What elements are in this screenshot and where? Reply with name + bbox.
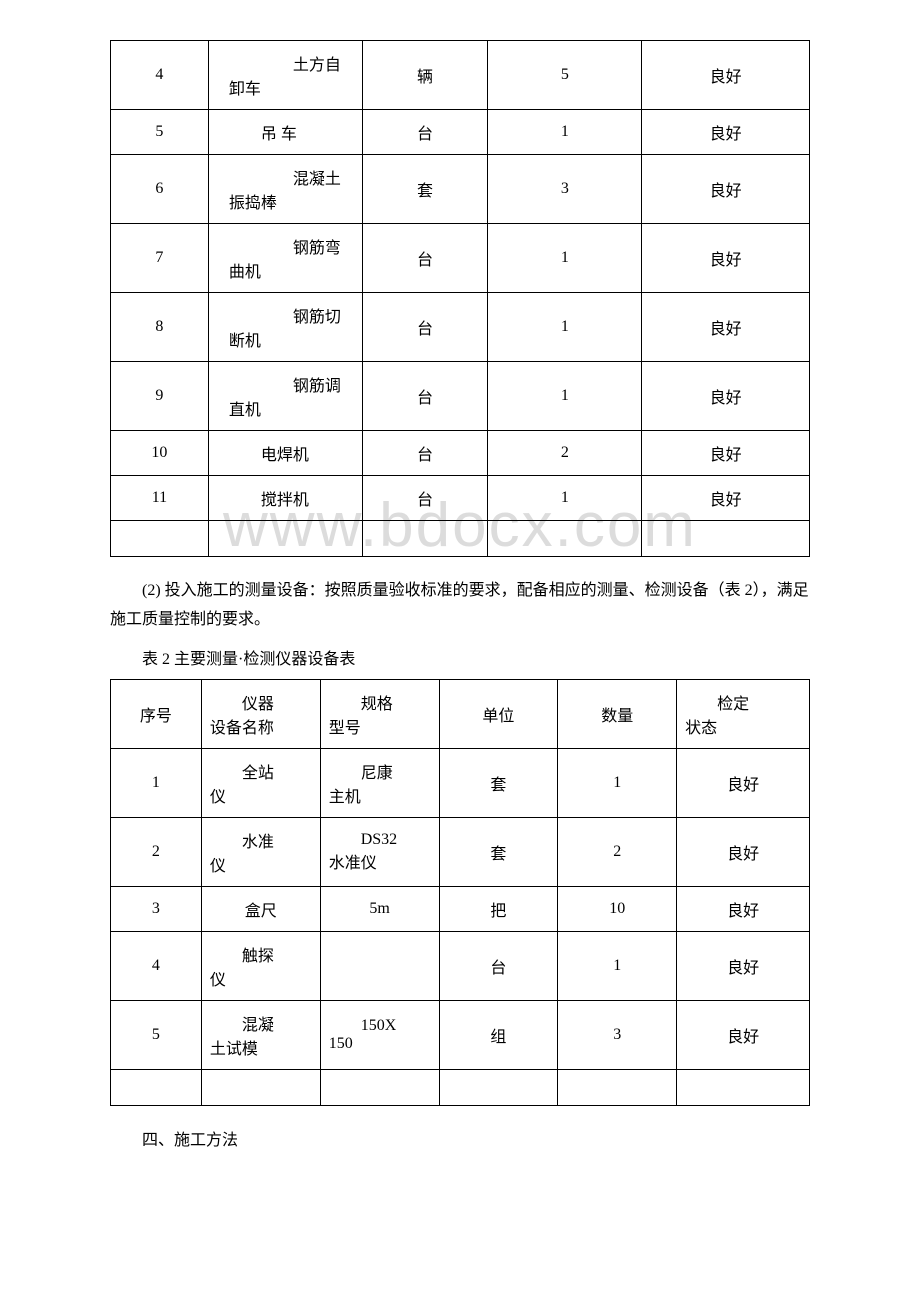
cell-status: 良好 xyxy=(642,155,810,224)
cell-status: 良好 xyxy=(677,931,810,1000)
cell-status: 良好 xyxy=(677,748,810,817)
th-seq: 序号 xyxy=(111,679,202,748)
th-status: 检定状态 xyxy=(677,679,810,748)
table2-caption: 表 2 主要测量·检测仪器设备表 xyxy=(110,645,810,669)
table-row: 3盒尺5m把10良好 xyxy=(111,886,810,931)
th-device-name: 仪器设备名称 xyxy=(201,679,320,748)
cell-spec: 5m xyxy=(320,886,439,931)
cell-unit: 台 xyxy=(362,362,488,431)
table-row: 11搅拌机台1良好 xyxy=(111,476,810,521)
table-row: 1全站仪尼康主机套1良好 xyxy=(111,748,810,817)
table-row: 2水准仪DS32水准仪套2良好 xyxy=(111,817,810,886)
cell-status: 良好 xyxy=(677,886,810,931)
table-row: 4触探仪 台1良好 xyxy=(111,931,810,1000)
cell-status: 良好 xyxy=(642,293,810,362)
table-row: 9钢筋调直机台1良好 xyxy=(111,362,810,431)
table-row: 4土方自卸车辆5良好 xyxy=(111,41,810,110)
cell-no: 4 xyxy=(111,931,202,1000)
cell-status: 良好 xyxy=(642,224,810,293)
cell-qty: 1 xyxy=(488,293,642,362)
table-row: 5混凝土试模150X150组3良好 xyxy=(111,1000,810,1069)
table-row: 6混凝土振捣棒套3良好 xyxy=(111,155,810,224)
document-content: 4土方自卸车辆5良好5吊 车台1良好6混凝土振捣棒套3良好7钢筋弯曲机台1良好8… xyxy=(110,40,810,1150)
cell-no: 1 xyxy=(111,748,202,817)
paragraph-measurement: (2) 投入施工的测量设备：按照质量验收标准的要求，配备相应的测量、检测设备（表… xyxy=(110,577,810,635)
cell-status: 良好 xyxy=(677,1000,810,1069)
cell-unit: 台 xyxy=(362,293,488,362)
cell-name: 钢筋调直机 xyxy=(208,362,362,431)
cell-name: 盒尺 xyxy=(201,886,320,931)
cell-unit: 台 xyxy=(362,431,488,476)
cell-qty: 1 xyxy=(488,110,642,155)
table-row-empty xyxy=(111,1069,810,1105)
cell-qty: 1 xyxy=(488,362,642,431)
table2-header-row: 序号 仪器设备名称 规格型号 单位 数量 检定状态 xyxy=(111,679,810,748)
cell-qty: 3 xyxy=(558,1000,677,1069)
cell-unit: 台 xyxy=(362,476,488,521)
cell-status: 良好 xyxy=(642,476,810,521)
cell-name: 搅拌机 xyxy=(208,476,362,521)
cell-no: 3 xyxy=(111,886,202,931)
instrument-table-2: 序号 仪器设备名称 规格型号 单位 数量 检定状态 1全站仪尼康主机套1良好2水… xyxy=(110,679,810,1106)
equipment-table-1: 4土方自卸车辆5良好5吊 车台1良好6混凝土振捣棒套3良好7钢筋弯曲机台1良好8… xyxy=(110,40,810,557)
cell-no: 5 xyxy=(111,110,209,155)
cell-spec: 尼康主机 xyxy=(320,748,439,817)
cell-name: 混凝土振捣棒 xyxy=(208,155,362,224)
cell-spec: 150X150 xyxy=(320,1000,439,1069)
cell-no: 8 xyxy=(111,293,209,362)
th-unit: 单位 xyxy=(439,679,558,748)
cell-qty: 1 xyxy=(558,748,677,817)
cell-qty: 1 xyxy=(488,476,642,521)
cell-unit: 把 xyxy=(439,886,558,931)
cell-name: 触探仪 xyxy=(201,931,320,1000)
cell-unit: 套 xyxy=(362,155,488,224)
cell-qty: 1 xyxy=(558,931,677,1000)
cell-status: 良好 xyxy=(642,41,810,110)
cell-name: 电焊机 xyxy=(208,431,362,476)
cell-no: 11 xyxy=(111,476,209,521)
table-row: 8钢筋切断机台1良好 xyxy=(111,293,810,362)
cell-qty: 10 xyxy=(558,886,677,931)
cell-name: 水准仪 xyxy=(201,817,320,886)
section-4-heading: 四、施工方法 xyxy=(110,1126,810,1150)
cell-no: 9 xyxy=(111,362,209,431)
cell-name: 混凝土试模 xyxy=(201,1000,320,1069)
cell-no: 6 xyxy=(111,155,209,224)
cell-unit: 套 xyxy=(439,817,558,886)
table-row: 10电焊机台2良好 xyxy=(111,431,810,476)
cell-unit: 组 xyxy=(439,1000,558,1069)
cell-qty: 1 xyxy=(488,224,642,293)
th-spec: 规格型号 xyxy=(320,679,439,748)
cell-name: 钢筋弯曲机 xyxy=(208,224,362,293)
table-row: 5吊 车台1良好 xyxy=(111,110,810,155)
table-row: 7钢筋弯曲机台1良好 xyxy=(111,224,810,293)
cell-name: 钢筋切断机 xyxy=(208,293,362,362)
cell-qty: 2 xyxy=(558,817,677,886)
cell-status: 良好 xyxy=(677,817,810,886)
cell-status: 良好 xyxy=(642,110,810,155)
cell-unit: 台 xyxy=(362,110,488,155)
cell-qty: 5 xyxy=(488,41,642,110)
cell-name: 全站仪 xyxy=(201,748,320,817)
cell-name: 土方自卸车 xyxy=(208,41,362,110)
cell-status: 良好 xyxy=(642,431,810,476)
cell-qty: 3 xyxy=(488,155,642,224)
cell-no: 10 xyxy=(111,431,209,476)
cell-unit: 台 xyxy=(439,931,558,1000)
cell-no: 5 xyxy=(111,1000,202,1069)
cell-unit: 辆 xyxy=(362,41,488,110)
cell-spec: DS32水准仪 xyxy=(320,817,439,886)
cell-spec xyxy=(320,931,439,1000)
table-row-empty xyxy=(111,521,810,557)
cell-unit: 台 xyxy=(362,224,488,293)
cell-unit: 套 xyxy=(439,748,558,817)
cell-status: 良好 xyxy=(642,362,810,431)
th-qty: 数量 xyxy=(558,679,677,748)
cell-no: 2 xyxy=(111,817,202,886)
cell-no: 7 xyxy=(111,224,209,293)
cell-no: 4 xyxy=(111,41,209,110)
cell-name: 吊 车 xyxy=(208,110,362,155)
cell-qty: 2 xyxy=(488,431,642,476)
